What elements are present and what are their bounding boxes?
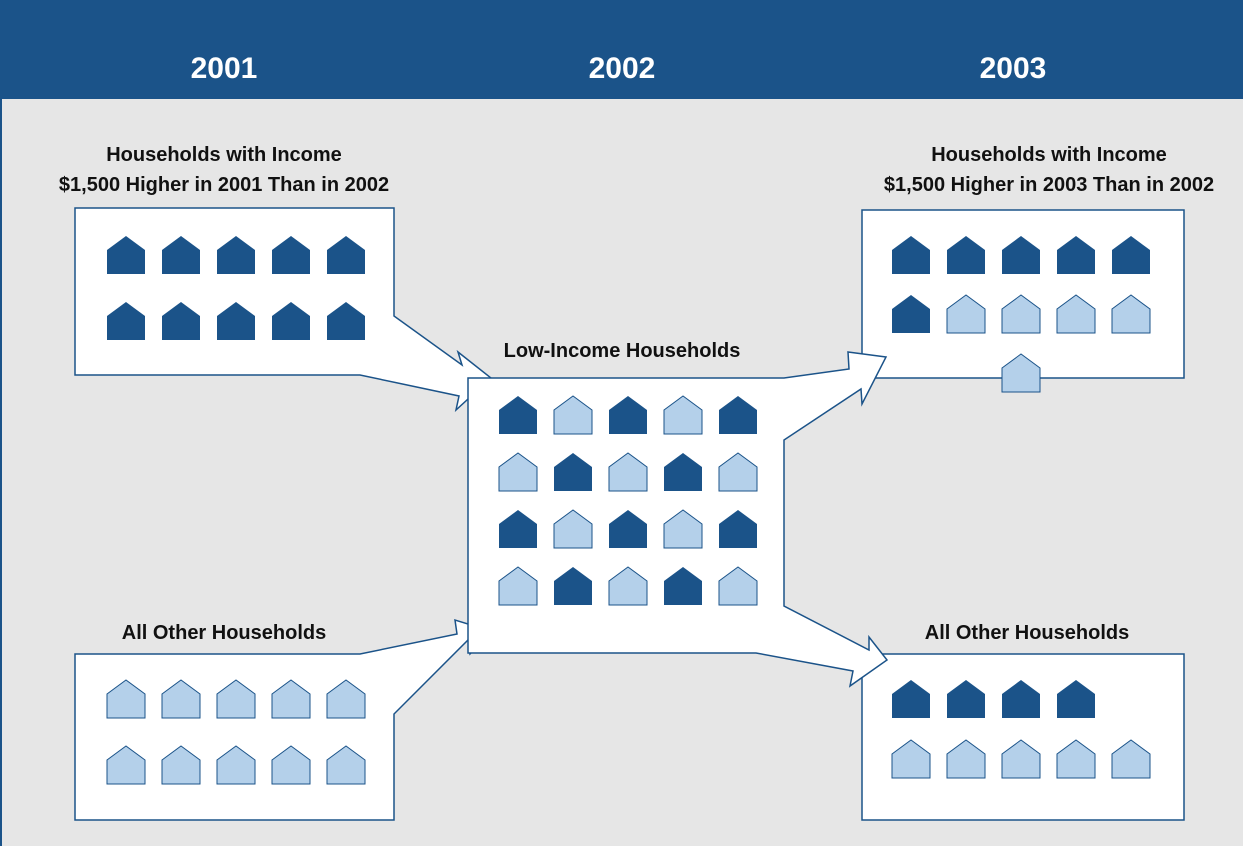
house-icon-other-2003-4 <box>1057 680 1095 718</box>
house-icon-other-2003-8 <box>1056 739 1096 779</box>
house-icon-low-2002-14 <box>663 509 703 549</box>
high-2001-label: Households with Income $1,500 Higher in … <box>24 140 424 200</box>
other-2003-label: All Other Households <box>924 622 1130 644</box>
house-icon-high-2003-2 <box>947 236 985 274</box>
house-icon-high-2001-9 <box>272 302 310 340</box>
house-icon-high-2001-5 <box>327 236 365 274</box>
house-icon-high-2001-8 <box>217 302 255 340</box>
house-icon-low-2002-5 <box>719 396 757 434</box>
house-icon-low-2002-18 <box>608 566 648 606</box>
house-icon-low-2002-15 <box>719 510 757 548</box>
house-icon-high-2003-5 <box>1112 236 1150 274</box>
house-icon-other-2003-7 <box>1001 739 1041 779</box>
house-icon-other-2001-10 <box>326 745 366 785</box>
house-icon-other-2003-9 <box>1111 739 1151 779</box>
high-2001-label-line2: $1,500 Higher in 2001 Than in 2002 <box>58 174 390 196</box>
house-icon-other-2001-4 <box>271 679 311 719</box>
house-icon-low-2002-7 <box>554 453 592 491</box>
house-icon-high-2001-3 <box>217 236 255 274</box>
house-icon-other-2003-1 <box>892 680 930 718</box>
house-icon-high-2003-3 <box>1002 236 1040 274</box>
house-icon-low-2002-3 <box>609 396 647 434</box>
house-icon-other-2003-6 <box>946 739 986 779</box>
house-icon-high-2003-11 <box>1001 353 1041 393</box>
house-icon-other-2003-2 <box>947 680 985 718</box>
house-icon-low-2002-12 <box>553 509 593 549</box>
house-icon-low-2002-19 <box>664 567 702 605</box>
house-icon-low-2002-4 <box>663 395 703 435</box>
house-icon-low-2002-9 <box>664 453 702 491</box>
year-2003-label: 2003 <box>979 52 1047 85</box>
house-icon-other-2001-5 <box>326 679 366 719</box>
house-icon-low-2002-20 <box>718 566 758 606</box>
house-icon-high-2003-4 <box>1057 236 1095 274</box>
house-icon-high-2003-10 <box>1111 294 1151 334</box>
high-2003-label: Households with Income $1,500 Higher in … <box>874 140 1224 200</box>
house-icon-other-2001-9 <box>271 745 311 785</box>
house-icon-low-2002-13 <box>609 510 647 548</box>
other-2001-label: All Other Households <box>121 622 327 644</box>
house-icon-other-2001-8 <box>216 745 256 785</box>
high-2003-label-line1: Households with Income <box>931 144 1167 166</box>
house-icon-high-2003-7 <box>946 294 986 334</box>
house-icon-other-2003-5 <box>891 739 931 779</box>
house-icon-other-2001-1 <box>106 679 146 719</box>
house-icon-other-2001-2 <box>161 679 201 719</box>
house-icon-low-2002-2 <box>553 395 593 435</box>
house-icon-high-2003-8 <box>1001 294 1041 334</box>
house-icon-low-2002-8 <box>608 452 648 492</box>
house-icon-high-2001-10 <box>327 302 365 340</box>
house-icon-low-2002-1 <box>499 396 537 434</box>
house-icon-low-2002-10 <box>718 452 758 492</box>
other-2003-box <box>861 653 1185 821</box>
house-icon-high-2001-4 <box>272 236 310 274</box>
year-header: 2001 2002 2003 <box>2 0 1243 99</box>
high-2003-box <box>861 209 1185 379</box>
house-icon-low-2002-11 <box>499 510 537 548</box>
house-icon-low-2002-17 <box>554 567 592 605</box>
low-2002-label: Low-Income Households <box>503 340 741 362</box>
other-2001-callout-box <box>74 618 493 821</box>
house-icon-other-2003-3 <box>1002 680 1040 718</box>
house-icon-high-2001-2 <box>162 236 200 274</box>
house-icon-low-2002-6 <box>498 452 538 492</box>
year-2002-label: 2002 <box>588 52 656 85</box>
house-icon-other-2001-7 <box>161 745 201 785</box>
house-icon-high-2003-9 <box>1056 294 1096 334</box>
high-2003-label-line2: $1,500 Higher in 2003 Than in 2002 <box>883 174 1215 196</box>
high-2001-label-line1: Households with Income <box>106 144 342 166</box>
house-icon-high-2003-1 <box>892 236 930 274</box>
house-icon-other-2001-3 <box>216 679 256 719</box>
house-icon-high-2001-7 <box>162 302 200 340</box>
house-icon-high-2001-6 <box>107 302 145 340</box>
house-icon-other-2001-6 <box>106 745 146 785</box>
year-2001-label: 2001 <box>190 52 258 85</box>
house-icon-high-2003-6 <box>892 295 930 333</box>
house-icon-high-2001-1 <box>107 236 145 274</box>
house-icon-low-2002-16 <box>498 566 538 606</box>
